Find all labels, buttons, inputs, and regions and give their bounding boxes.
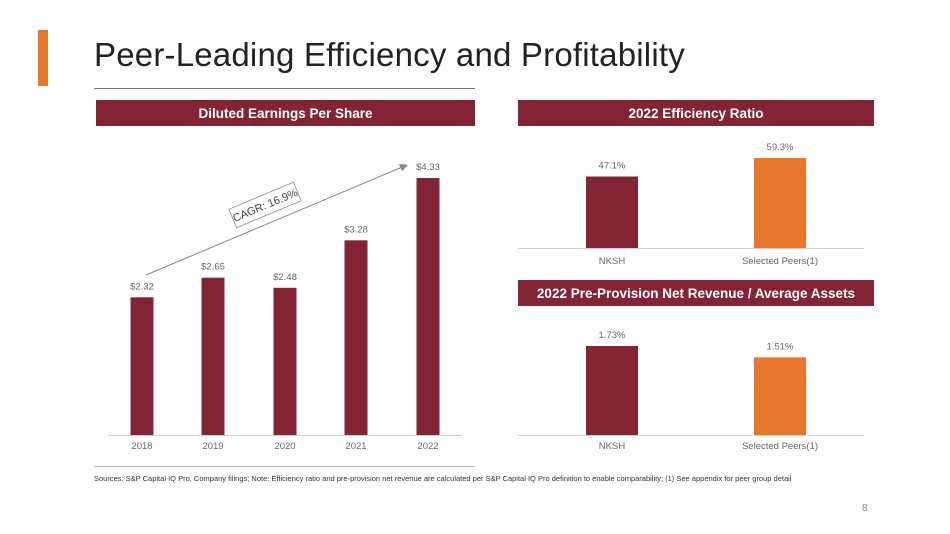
cagr-box — [228, 181, 302, 229]
ppnr-bar-0 — [586, 346, 638, 435]
efficiency-data-label-1: 59.3% — [767, 142, 794, 153]
eps-category-label-2: 2020 — [274, 441, 295, 452]
eps-chart-banner: Diluted Earnings Per Share — [96, 100, 475, 126]
efficiency-chart-banner: 2022 Efficiency Ratio — [518, 100, 874, 126]
eps-data-label-2: $2.48 — [273, 272, 297, 283]
ppnr-category-label-1: Selected Peers(1) — [742, 441, 818, 452]
eps-bar-4 — [416, 178, 440, 435]
page-title: Peer-Leading Efficiency and Profitabilit… — [94, 36, 685, 73]
eps-bar-2 — [273, 287, 297, 435]
ppnr-bar-1 — [754, 357, 806, 435]
page-number: 8 — [862, 503, 868, 514]
cagr-arrow — [145, 164, 408, 276]
eps-data-label-4: $4.33 — [416, 162, 440, 173]
efficiency-category-label-1: Selected Peers(1) — [742, 256, 818, 267]
efficiency-bar-0 — [586, 176, 638, 248]
eps-bar-3 — [344, 240, 368, 435]
title-divider — [94, 88, 475, 89]
efficiency-bar-1 — [754, 158, 806, 248]
ppnr-category-label-0: NKSH — [599, 441, 626, 452]
ppnr-data-label-1: 1.51% — [767, 341, 794, 352]
efficiency-data-label-0: 47.1% — [599, 161, 626, 172]
eps-data-label-3: $3.28 — [344, 224, 368, 235]
eps-bar-0 — [130, 297, 154, 435]
footer-divider — [94, 466, 475, 467]
eps-category-label-3: 2021 — [345, 441, 366, 452]
eps-category-label-0: 2018 — [131, 441, 152, 452]
ppnr-chart-banner: 2022 Pre-Provision Net Revenue / Average… — [518, 280, 874, 306]
eps-data-label-0: $2.32 — [130, 281, 154, 292]
eps-bar-1 — [201, 277, 225, 435]
ppnr-data-label-0: 1.73% — [599, 330, 626, 341]
title-accent-bar — [38, 30, 48, 86]
eps-data-label-1: $2.65 — [201, 262, 225, 273]
eps-category-label-4: 2022 — [417, 441, 438, 452]
footnote: Sources: S&P Capital IQ Pro, Company fil… — [94, 474, 792, 483]
eps-category-label-1: 2019 — [202, 441, 223, 452]
efficiency-category-label-0: NKSH — [599, 256, 626, 267]
